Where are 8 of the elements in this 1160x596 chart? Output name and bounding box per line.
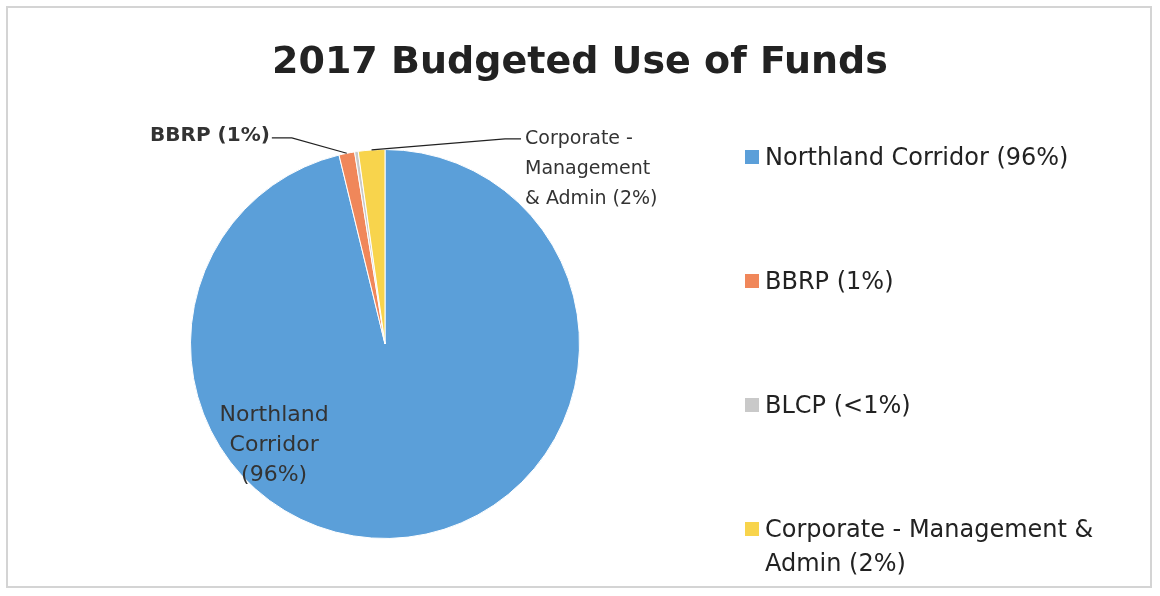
chart-title: 2017 Budgeted Use of Funds — [271, 38, 889, 82]
data-label: Northland Corridor (96%) — [219, 400, 329, 486]
data-label: BBRP (1%) — [150, 122, 270, 147]
legend-label: Corporate - Management & Admin (2%) — [765, 514, 1095, 579]
legend-label: BBRP (1%) — [765, 266, 894, 297]
data-label: Corporate - Management & Admin (2%) — [525, 125, 658, 208]
legend-label: BLCP (<1%) — [765, 390, 911, 421]
legend-label: Northland Corridor (96%) — [765, 142, 1069, 173]
